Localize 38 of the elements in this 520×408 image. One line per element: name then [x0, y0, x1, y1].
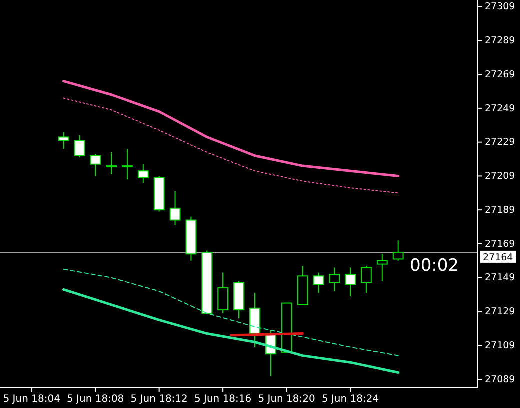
candlestick [138, 164, 149, 184]
y-tick-label: 27249 [485, 103, 516, 114]
y-tick-label: 27109 [485, 340, 516, 352]
y-tick-label: 27189 [485, 204, 516, 216]
x-tick-label: 5 Jun 18:24 [322, 394, 380, 405]
y-tick-label: 27209 [485, 171, 516, 182]
y-tick-label: 27309 [485, 2, 516, 13]
candlestick [361, 266, 372, 294]
y-tick-label: 27269 [485, 69, 516, 80]
line-series [63, 98, 399, 194]
line-series [62, 288, 400, 374]
candlestick [376, 254, 388, 282]
candlestick [106, 152, 117, 176]
candlestick [329, 267, 340, 292]
y-tick-label: 27229 [485, 137, 516, 148]
candlestick [313, 272, 324, 294]
candlestick [218, 272, 229, 314]
x-tick-label: 5 Jun 18:20 [258, 394, 316, 405]
candlestick [90, 154, 102, 177]
x-tick-label: 5 Jun 18:12 [130, 394, 188, 405]
line-series [62, 80, 400, 178]
annotation: 00:02 [410, 256, 459, 276]
candlestick [122, 148, 133, 180]
y-tick-label: 27289 [485, 36, 516, 47]
y-tick-label: 27169 [485, 238, 516, 250]
x-tick-label: 5 Jun 18:04 [3, 394, 60, 405]
y-tick-label: 27129 [485, 306, 516, 318]
y-tick-label: 27149 [485, 272, 516, 284]
candlestick [392, 240, 404, 262]
x-tick-label: 5 Jun 18:08 [67, 394, 124, 405]
candlestick [345, 267, 356, 298]
x-tick-label: 5 Jun 18:16 [194, 394, 252, 405]
candlestick [58, 132, 70, 150]
ref-line-label: 27164 [483, 252, 514, 264]
line-series [63, 268, 399, 356]
y-tick-label: 27089 [485, 374, 516, 386]
candlestick [74, 135, 86, 158]
candlestick [170, 190, 181, 226]
